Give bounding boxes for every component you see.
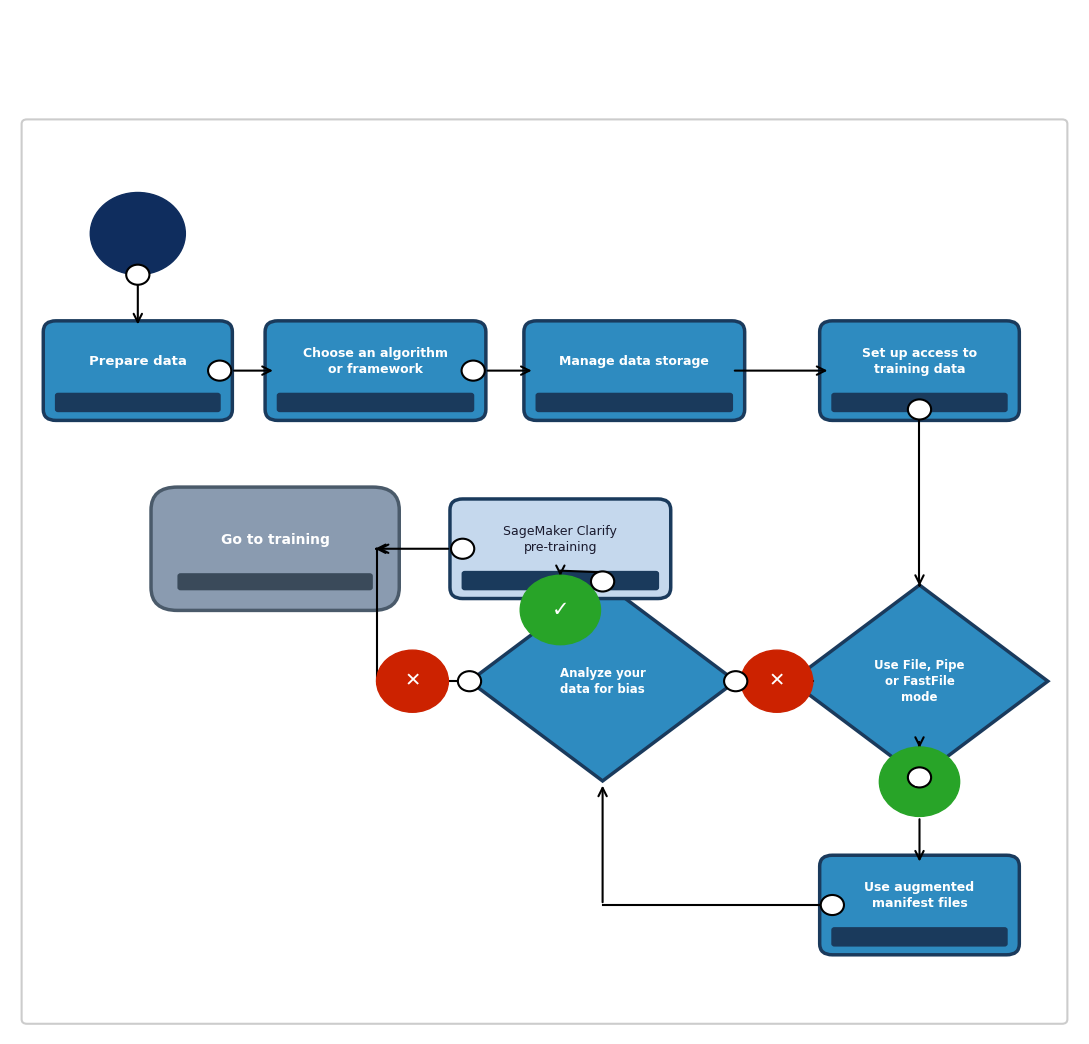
Text: Manage data storage: Manage data storage: [560, 355, 709, 367]
Polygon shape: [791, 585, 1048, 778]
Circle shape: [377, 650, 449, 712]
Text: Use File, Pipe
or FastFile
mode: Use File, Pipe or FastFile mode: [874, 659, 965, 704]
Text: Prepare data: Prepare data: [89, 355, 186, 367]
Text: Set up access to
training data: Set up access to training data: [861, 347, 977, 376]
FancyBboxPatch shape: [450, 499, 671, 598]
Text: ✕: ✕: [769, 671, 785, 691]
Text: Choose an algorithm
or framework: Choose an algorithm or framework: [303, 347, 448, 376]
Circle shape: [457, 671, 481, 691]
Circle shape: [126, 265, 149, 285]
Circle shape: [462, 360, 485, 381]
FancyBboxPatch shape: [277, 393, 474, 412]
Circle shape: [451, 539, 474, 559]
FancyBboxPatch shape: [462, 571, 659, 590]
Circle shape: [724, 671, 747, 691]
FancyBboxPatch shape: [265, 321, 486, 421]
Circle shape: [821, 895, 844, 915]
Circle shape: [741, 650, 812, 712]
FancyBboxPatch shape: [536, 393, 733, 412]
Text: ✓: ✓: [910, 772, 928, 791]
Circle shape: [208, 360, 231, 381]
FancyBboxPatch shape: [44, 321, 232, 421]
Polygon shape: [469, 582, 736, 781]
FancyBboxPatch shape: [820, 321, 1019, 421]
Text: Use augmented
manifest files: Use augmented manifest files: [865, 881, 975, 910]
FancyBboxPatch shape: [831, 393, 1007, 412]
Circle shape: [90, 192, 185, 275]
Circle shape: [591, 571, 614, 592]
Circle shape: [879, 748, 959, 816]
FancyBboxPatch shape: [22, 119, 1067, 1024]
Text: Analyze your
data for bias: Analyze your data for bias: [560, 667, 646, 695]
FancyBboxPatch shape: [151, 488, 400, 611]
Circle shape: [521, 575, 600, 645]
Text: ✓: ✓: [552, 600, 570, 620]
FancyBboxPatch shape: [820, 855, 1019, 955]
Text: Decisions to make
before training: Decisions to make before training: [388, 21, 701, 84]
FancyBboxPatch shape: [831, 927, 1007, 947]
FancyBboxPatch shape: [178, 573, 372, 590]
Circle shape: [908, 400, 931, 420]
Text: SageMaker Clarify
pre-training: SageMaker Clarify pre-training: [503, 525, 617, 554]
Text: ✕: ✕: [404, 671, 420, 691]
Circle shape: [908, 767, 931, 787]
FancyBboxPatch shape: [524, 321, 745, 421]
Text: Go to training: Go to training: [221, 532, 330, 547]
FancyBboxPatch shape: [54, 393, 221, 412]
